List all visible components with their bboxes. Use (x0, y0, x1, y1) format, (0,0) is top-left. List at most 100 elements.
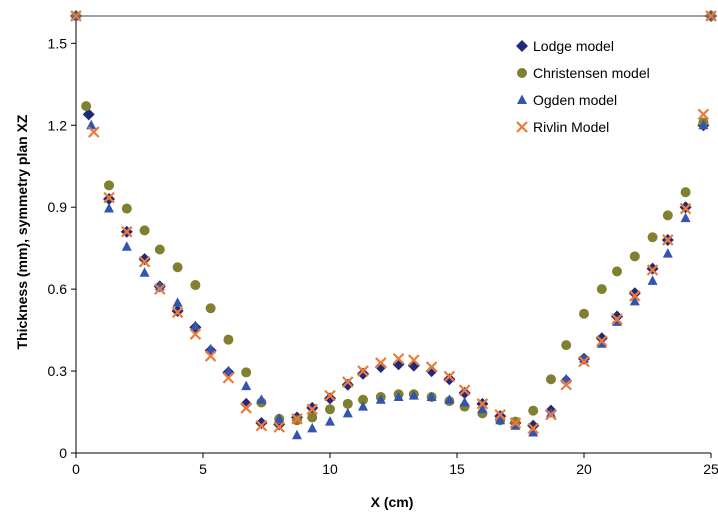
data-point (662, 248, 673, 258)
data-point (154, 244, 165, 255)
data-point (82, 108, 95, 121)
data-point (190, 320, 201, 330)
series-ogden-model (71, 10, 716, 440)
data-point (139, 267, 150, 277)
data-point (458, 386, 471, 399)
data-point (138, 256, 151, 268)
data-point (647, 232, 658, 243)
data-point (705, 10, 717, 22)
legend-label: Rivlin Model (533, 119, 609, 135)
data-point (273, 421, 285, 433)
data-point (325, 404, 335, 415)
data-point (374, 360, 387, 373)
data-point (104, 180, 115, 191)
data-point (408, 354, 420, 366)
data-point (204, 350, 217, 362)
data-point (375, 394, 386, 404)
legend-label: Lodge model (533, 38, 614, 54)
y-tick-label: 0.6 (48, 281, 68, 297)
data-point (88, 126, 100, 138)
data-point (121, 241, 132, 251)
data-point (306, 403, 318, 416)
data-point (393, 391, 404, 402)
data-point (342, 376, 354, 388)
data-point (545, 407, 556, 418)
data-point (324, 392, 336, 405)
data-point (662, 234, 674, 246)
data-point (495, 414, 506, 425)
data-point (629, 295, 640, 306)
data-point (426, 391, 437, 402)
data-point (325, 416, 335, 426)
y-axis-title: Thickness (mm), symmetry plan XZ (14, 114, 30, 349)
data-point (256, 394, 267, 404)
y-tick-label: 0.3 (48, 363, 68, 379)
data-point (578, 355, 590, 368)
data-point (596, 338, 607, 348)
data-point (189, 328, 202, 340)
data-point (579, 308, 589, 319)
data-point (172, 262, 183, 273)
data-point (679, 202, 692, 215)
data-point (241, 380, 252, 391)
data-point (392, 352, 405, 365)
data-point (255, 419, 268, 432)
data-point (121, 203, 132, 214)
data-point (104, 203, 115, 213)
data-point (307, 412, 318, 423)
data-point (444, 394, 455, 404)
data-point (205, 343, 216, 354)
data-point (697, 108, 710, 121)
data-point (509, 417, 522, 429)
data-point (527, 419, 540, 432)
data-point (425, 365, 438, 378)
data-point (81, 101, 92, 112)
data-point (561, 340, 572, 351)
data-point (240, 397, 253, 410)
legend-marker-lodge-model (516, 40, 528, 52)
data-point (86, 119, 97, 130)
data-point (171, 306, 184, 319)
data-point (223, 365, 234, 376)
data-point (443, 373, 456, 386)
series-rivlin-model (70, 10, 717, 435)
data-point (680, 212, 691, 223)
x-tick-label: 15 (449, 461, 465, 477)
data-point (255, 416, 268, 429)
plot-area (70, 10, 717, 440)
data-point (510, 420, 521, 430)
data-point (121, 225, 133, 238)
data-point (291, 429, 302, 440)
data-point (408, 390, 419, 400)
y-ticks: 0 0.3 0.6 0.9 1.2 1.5 (48, 35, 76, 461)
x-axis-title: X (cm) (371, 494, 414, 510)
legend-box (507, 28, 680, 140)
data-point (291, 413, 303, 425)
data-point (596, 284, 607, 295)
y-tick-label: 0.9 (48, 199, 68, 215)
data-point (307, 422, 318, 433)
data-point (545, 408, 557, 421)
data-point (629, 290, 641, 302)
data-point (647, 275, 658, 285)
data-point (205, 303, 216, 314)
data-point (528, 405, 539, 416)
data-point (612, 266, 623, 277)
x-ticks: 0 5 10 15 20 25 (72, 453, 718, 477)
legend-marker-ogden-model (517, 94, 527, 104)
data-point (375, 357, 387, 369)
data-point (342, 407, 353, 418)
data-point (680, 187, 691, 198)
data-point (357, 365, 369, 377)
data-point (528, 427, 539, 437)
data-point (612, 316, 623, 326)
data-point (357, 367, 370, 380)
y-tick-label: 0 (59, 445, 67, 461)
data-point (324, 389, 336, 402)
y-tick-label: 1.5 (48, 35, 68, 51)
data-point (172, 297, 183, 307)
data-point (476, 398, 489, 410)
data-point (223, 334, 234, 345)
data-point (190, 280, 201, 291)
